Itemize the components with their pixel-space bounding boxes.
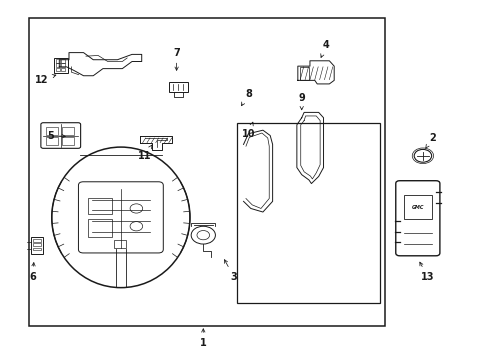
Text: 9: 9 [298, 93, 305, 110]
Bar [54, 58, 68, 73]
Bar [237, 123, 380, 303]
Text: 5: 5 [47, 131, 65, 140]
Text: 7: 7 [173, 48, 180, 70]
Text: 12: 12 [35, 75, 56, 85]
Text: 8: 8 [241, 89, 251, 106]
Bar [61, 127, 74, 135]
Bar [45, 127, 58, 135]
Bar [56, 68, 60, 72]
Bar [31, 237, 43, 254]
Text: GMC: GMC [411, 204, 423, 210]
Text: 4: 4 [320, 40, 328, 58]
Bar [56, 63, 60, 67]
Bar [33, 243, 41, 246]
Bar [56, 59, 60, 63]
Bar [61, 63, 64, 67]
Text: 13: 13 [419, 262, 434, 282]
Bar [61, 68, 64, 72]
Bar [88, 219, 112, 237]
Text: 1: 1 [200, 329, 206, 348]
Text: 3: 3 [224, 260, 237, 282]
Bar [169, 82, 187, 92]
Bar [403, 195, 431, 219]
Text: 6: 6 [29, 262, 36, 282]
Text: 11: 11 [138, 145, 152, 161]
Bar [45, 136, 58, 145]
Text: 2: 2 [425, 133, 435, 148]
Bar [300, 67, 308, 80]
Bar [61, 136, 74, 145]
Bar [113, 240, 125, 248]
Bar [33, 239, 41, 242]
Bar [61, 59, 64, 63]
Text: 10: 10 [241, 122, 255, 139]
Bar [88, 198, 112, 214]
Bar [33, 248, 41, 251]
Bar [29, 18, 385, 326]
